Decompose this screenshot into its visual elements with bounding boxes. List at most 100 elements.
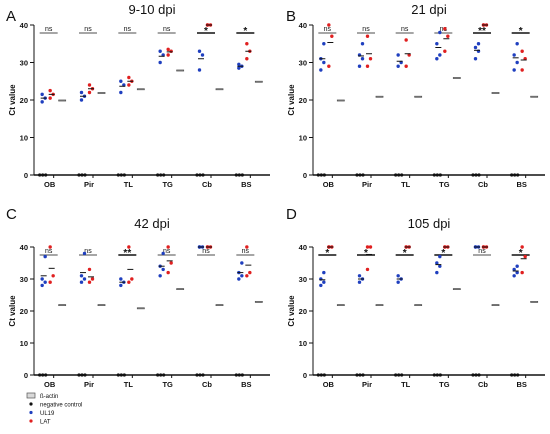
significance-label: ns bbox=[324, 26, 332, 33]
neg-control-point bbox=[201, 373, 205, 377]
ul19-point bbox=[161, 267, 165, 272]
significance-label: ns bbox=[84, 26, 92, 33]
significance-label: ns bbox=[163, 248, 171, 255]
group-cb: Cb ** bbox=[471, 23, 500, 189]
ul19-point bbox=[240, 261, 244, 265]
lat-point bbox=[127, 245, 131, 249]
lat-point bbox=[87, 90, 92, 95]
neg-control-point bbox=[116, 173, 120, 177]
y-tick-label: 40 bbox=[20, 243, 28, 252]
ul19-point bbox=[435, 57, 439, 61]
group-tl: TL * bbox=[394, 245, 423, 389]
y-tick-label: 10 bbox=[299, 339, 307, 348]
lat-point bbox=[87, 280, 92, 284]
neg-control-point bbox=[41, 373, 45, 377]
lat-point bbox=[51, 274, 55, 278]
beta-actin-bar bbox=[176, 288, 185, 291]
lat-point bbox=[520, 68, 524, 72]
panel-title: 21 dpi bbox=[411, 2, 447, 17]
group-tl: TL ns bbox=[116, 26, 145, 189]
lat-point bbox=[248, 270, 252, 275]
neg-control-point bbox=[234, 373, 238, 377]
ul19-point bbox=[438, 254, 442, 259]
significance-label: * bbox=[364, 248, 368, 259]
lat-point bbox=[166, 270, 170, 275]
ul19-point bbox=[515, 42, 519, 46]
panel-D: D 105 dpi 0 10 20 30 40 Ct value OB * Pir * TL * TG * Cb… bbox=[286, 206, 545, 389]
neg-control-point bbox=[319, 173, 323, 177]
group-ob: OB ns bbox=[316, 23, 345, 189]
ul19-point bbox=[322, 280, 326, 284]
group-cb: Cb * bbox=[195, 23, 224, 189]
y-axis-label: Ct value bbox=[287, 84, 296, 116]
lat-point bbox=[365, 34, 370, 38]
significance-label: ns bbox=[478, 248, 486, 255]
beta-actin-bar bbox=[136, 307, 145, 310]
significance-label: ** bbox=[478, 26, 486, 37]
legend-box-swatch bbox=[26, 392, 36, 399]
beta-actin-bar bbox=[254, 300, 263, 303]
x-tick-label: Cb bbox=[202, 180, 212, 189]
x-tick-label: TL bbox=[124, 180, 134, 189]
lat-point bbox=[166, 245, 170, 249]
ul19-point bbox=[119, 90, 123, 95]
ul19-point bbox=[197, 68, 202, 72]
significance-label: ns bbox=[45, 26, 53, 33]
beta-actin-bar bbox=[97, 92, 106, 94]
lat-point bbox=[245, 42, 249, 46]
neg-control-point bbox=[322, 173, 326, 177]
x-tick-label: Cb bbox=[478, 180, 488, 189]
neg-control-point bbox=[159, 173, 163, 177]
group-cb: Cb ns bbox=[195, 245, 224, 389]
ul19-point bbox=[357, 64, 362, 68]
neg-control-point bbox=[44, 173, 48, 177]
y-tick-label: 20 bbox=[299, 307, 307, 316]
beta-actin-bar bbox=[336, 99, 345, 102]
ul19-point bbox=[79, 274, 84, 278]
lat-point bbox=[365, 245, 370, 249]
neg-control-point bbox=[116, 373, 120, 377]
ul19-point bbox=[512, 274, 516, 278]
significance-label: * bbox=[325, 248, 329, 259]
x-tick-label: TG bbox=[439, 180, 450, 189]
neg-control-point bbox=[234, 173, 238, 177]
y-tick-label: 0 bbox=[303, 171, 307, 180]
lat-point bbox=[365, 64, 370, 68]
x-tick-label: OB bbox=[323, 180, 335, 189]
neg-control-point bbox=[394, 173, 398, 177]
lat-point bbox=[127, 75, 131, 80]
neg-control-point bbox=[316, 373, 320, 377]
y-tick-label: 40 bbox=[299, 21, 307, 30]
ul19-point bbox=[119, 79, 123, 83]
ul19-point bbox=[79, 98, 84, 102]
y-tick-label: 0 bbox=[24, 171, 28, 180]
ul19-point bbox=[40, 283, 44, 288]
beta-actin-bar bbox=[58, 304, 67, 307]
x-tick-label: Pir bbox=[362, 180, 372, 189]
ul19-point bbox=[200, 53, 205, 57]
neg-control-point bbox=[237, 373, 241, 377]
significance-label: ns bbox=[84, 248, 92, 255]
group-ob: OB * bbox=[316, 245, 345, 389]
x-tick-label: TL bbox=[401, 180, 411, 189]
lat-point bbox=[166, 53, 170, 57]
neg-control-point bbox=[510, 373, 514, 377]
lat-point bbox=[365, 267, 370, 272]
ul19-point bbox=[360, 42, 365, 46]
neg-control-point bbox=[240, 173, 244, 177]
x-tick-label: TL bbox=[124, 380, 134, 389]
group-pir: Pir ns bbox=[77, 26, 106, 189]
legend: ß-actin negative control UL19 LAT bbox=[26, 392, 82, 426]
neg-control-point bbox=[400, 173, 404, 177]
neg-control-point bbox=[397, 173, 401, 177]
y-tick-label: 30 bbox=[20, 275, 28, 284]
legend-label: negative control bbox=[40, 403, 82, 409]
neg-control-point bbox=[513, 373, 517, 377]
significance-label: ns bbox=[202, 248, 210, 255]
significance-label: ns bbox=[401, 26, 409, 33]
significance-label: ns bbox=[45, 248, 53, 255]
x-tick-label: Pir bbox=[362, 380, 372, 389]
panel-title: 105 dpi bbox=[408, 216, 451, 231]
y-tick-label: 20 bbox=[20, 96, 28, 105]
y-tick-label: 0 bbox=[24, 371, 28, 380]
